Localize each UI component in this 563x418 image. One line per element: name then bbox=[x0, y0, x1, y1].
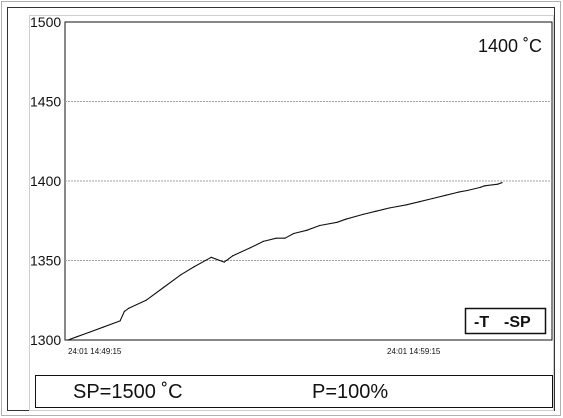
y-tick-label-1350: 1350 bbox=[30, 253, 61, 269]
series-point bbox=[128, 307, 130, 309]
panel-frame bbox=[29, 15, 554, 411]
y-tick-label-1300: 1300 bbox=[30, 332, 61, 348]
series-point bbox=[123, 310, 125, 312]
current-temperature-label: 1400 ˚C bbox=[478, 36, 542, 56]
series-point bbox=[223, 261, 225, 263]
series-point bbox=[388, 207, 390, 209]
x-tick-label-0: 24:01 14:49:15 bbox=[68, 347, 122, 356]
series-point bbox=[275, 237, 277, 239]
series-point bbox=[445, 194, 447, 196]
series-point bbox=[458, 191, 460, 193]
series-point bbox=[466, 189, 468, 192]
series-point bbox=[262, 240, 264, 242]
series-point bbox=[319, 224, 321, 227]
series-point bbox=[336, 221, 338, 223]
series-point bbox=[228, 258, 230, 260]
series-point bbox=[76, 336, 78, 338]
legend-box bbox=[464, 307, 547, 335]
legend-item-1: -SP bbox=[504, 314, 531, 331]
series-point bbox=[362, 213, 364, 215]
series-point bbox=[249, 247, 251, 249]
series-point bbox=[102, 326, 104, 328]
series-point bbox=[210, 256, 212, 258]
series-point bbox=[232, 255, 234, 257]
series-point bbox=[432, 197, 434, 200]
series-point bbox=[345, 218, 347, 220]
y-tick-label-1400: 1400 bbox=[30, 173, 61, 189]
series-point bbox=[162, 286, 165, 289]
series-point bbox=[145, 299, 147, 301]
y-tick-label-1500: 1500 bbox=[30, 14, 61, 30]
series-point bbox=[180, 274, 182, 276]
series-point bbox=[479, 186, 481, 188]
series-point bbox=[405, 204, 408, 206]
series-point bbox=[375, 210, 377, 212]
series-point bbox=[497, 183, 499, 185]
series-point bbox=[89, 331, 91, 333]
series-point bbox=[418, 201, 421, 203]
series-point bbox=[284, 237, 286, 239]
status-bar: SP=1500 ˚C P=100% bbox=[35, 375, 553, 408]
series-point bbox=[293, 232, 295, 235]
x-tick-label-1: 24:01 14:59:15 bbox=[387, 347, 441, 356]
series-point bbox=[306, 229, 308, 231]
setpoint-readout: SP=1500 ˚C bbox=[73, 381, 183, 403]
legend-item-0: -T bbox=[474, 314, 489, 331]
series-point bbox=[119, 320, 121, 322]
power-readout: P=100% bbox=[312, 381, 389, 403]
series-point bbox=[484, 185, 486, 187]
series-point bbox=[501, 182, 503, 184]
y-tick-label-1450: 1450 bbox=[30, 94, 61, 110]
series-point bbox=[67, 339, 69, 341]
series-point bbox=[193, 266, 195, 268]
